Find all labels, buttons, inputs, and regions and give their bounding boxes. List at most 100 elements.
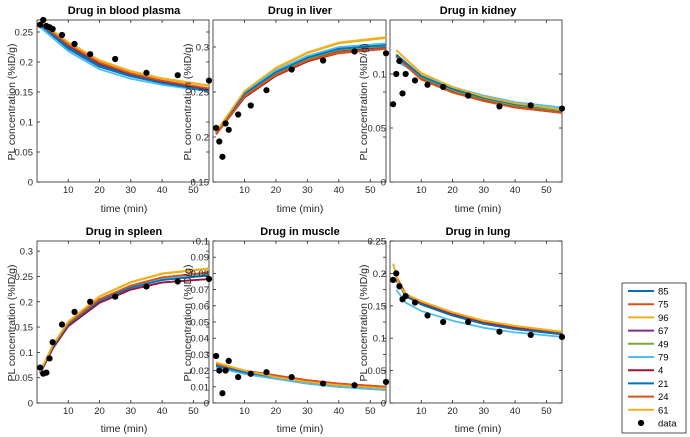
data-point <box>213 352 220 360</box>
series-group <box>39 20 209 93</box>
series-line-79 <box>395 289 562 338</box>
data-point <box>411 299 419 306</box>
panel-title: Drug in lung <box>446 226 511 238</box>
x-axis-label: time (min) <box>455 203 502 215</box>
series-line-79 <box>215 366 386 391</box>
y-tick-label: 0.1 <box>373 70 386 81</box>
panel-title: Drug in liver <box>268 5 333 17</box>
data-point <box>288 66 295 73</box>
panel-title: Drug in muscle <box>260 226 339 238</box>
y-axis-label: PL concentration (%ID/g) <box>182 44 194 161</box>
data-point <box>49 25 56 33</box>
y-tick-label: 0.15 <box>368 301 387 312</box>
data-point <box>558 105 566 112</box>
x-tick-label: 40 <box>510 185 521 196</box>
y-tick-label: 0.15 <box>15 88 34 99</box>
data-point <box>351 382 358 389</box>
y-tick-label: 0.07 <box>191 285 210 296</box>
y-axis-label: PL concentration (%ID/g) <box>182 265 194 382</box>
x-tick-label: 40 <box>157 406 168 417</box>
data-point <box>43 369 50 376</box>
y-axis-label: PL concentration (%ID/g) <box>358 44 370 161</box>
data-point <box>112 55 119 63</box>
x-tick-label: 20 <box>447 185 458 196</box>
x-tick-label: 10 <box>63 406 74 417</box>
data-point <box>399 90 406 97</box>
legend-label: 96 <box>658 313 669 324</box>
x-tick-label: 50 <box>365 406 376 417</box>
data-point <box>390 101 397 108</box>
data-point <box>465 92 472 99</box>
x-tick-label: 20 <box>447 406 458 417</box>
data-point <box>390 276 397 283</box>
x-tick-label: 30 <box>479 406 490 417</box>
data-point <box>174 72 181 79</box>
data-point <box>37 364 44 371</box>
panel-liver: Drug in liver time (min) PL concentratio… <box>182 5 390 215</box>
data-point <box>263 369 270 376</box>
x-tick-label: 30 <box>479 185 490 196</box>
y-tick-label: 0.15 <box>15 323 34 334</box>
y-tick-label: 0 <box>28 399 33 410</box>
data-point <box>440 318 447 326</box>
x-tick-label: 50 <box>188 185 199 196</box>
y-tick-label: 0 <box>381 399 386 410</box>
x-tick-label: 10 <box>239 185 250 196</box>
y-tick-label: 0.2 <box>196 133 209 144</box>
y-tick-label: 0.01 <box>191 382 210 393</box>
series-line-61 <box>395 49 562 111</box>
data-point <box>87 51 94 58</box>
y-tick-label: 0.1 <box>20 118 33 129</box>
data-point <box>46 355 53 362</box>
y-tick-label: 0.15 <box>191 178 210 189</box>
data-point <box>402 292 409 300</box>
legend-label: 4 <box>658 366 663 377</box>
data-point <box>219 390 226 397</box>
data-point <box>396 57 403 65</box>
legend-data-marker <box>637 419 645 427</box>
data-point <box>112 293 119 300</box>
legend-label: 49 <box>658 339 669 350</box>
panel-spleen: Drug in spleen time (min) PL concentrati… <box>6 226 213 435</box>
y-tick-label: 0 <box>204 399 209 410</box>
data-point <box>205 275 213 283</box>
x-tick-label: 20 <box>94 185 105 196</box>
data-point <box>235 111 242 118</box>
axes-box <box>389 19 563 183</box>
data-point <box>382 50 390 57</box>
data-point <box>319 380 327 387</box>
x-tick-label: 20 <box>271 406 282 417</box>
data-point <box>49 339 56 346</box>
data-point <box>143 69 150 76</box>
data-point <box>213 124 220 132</box>
data-point <box>205 77 213 84</box>
legend: 85 75 96 67 49 79 4 21 24 61 data <box>621 282 687 434</box>
data-point <box>247 102 254 109</box>
data-point <box>465 318 472 326</box>
y-tick-label: 0.1 <box>373 334 386 345</box>
x-tick-label: 10 <box>416 185 427 196</box>
series-line-24 <box>39 22 209 90</box>
y-tick-label: 0.03 <box>191 350 210 361</box>
axes-box <box>212 240 387 404</box>
y-tick-label: 0 <box>28 178 33 189</box>
panel-lung: Drug in lung time (min) PL concentration… <box>358 226 566 435</box>
data-point <box>222 120 229 127</box>
legend-label: 24 <box>658 392 669 403</box>
y-tick-label: 0.05 <box>368 124 387 135</box>
y-tick-label: 0.05 <box>15 373 34 384</box>
x-axis-label: time (min) <box>101 203 148 215</box>
x-tick-label: 40 <box>157 185 168 196</box>
y-tick-label: 0.25 <box>191 88 210 99</box>
data-point <box>225 357 232 364</box>
x-tick-label: 20 <box>94 406 105 417</box>
x-tick-label: 10 <box>416 406 427 417</box>
x-tick-label: 40 <box>334 185 345 196</box>
data-point <box>496 103 503 110</box>
panel-title: Drug in spleen <box>86 226 163 238</box>
series-line-61 <box>215 36 386 133</box>
data-point <box>393 70 400 78</box>
data-point <box>216 367 223 374</box>
data-point <box>235 373 242 381</box>
